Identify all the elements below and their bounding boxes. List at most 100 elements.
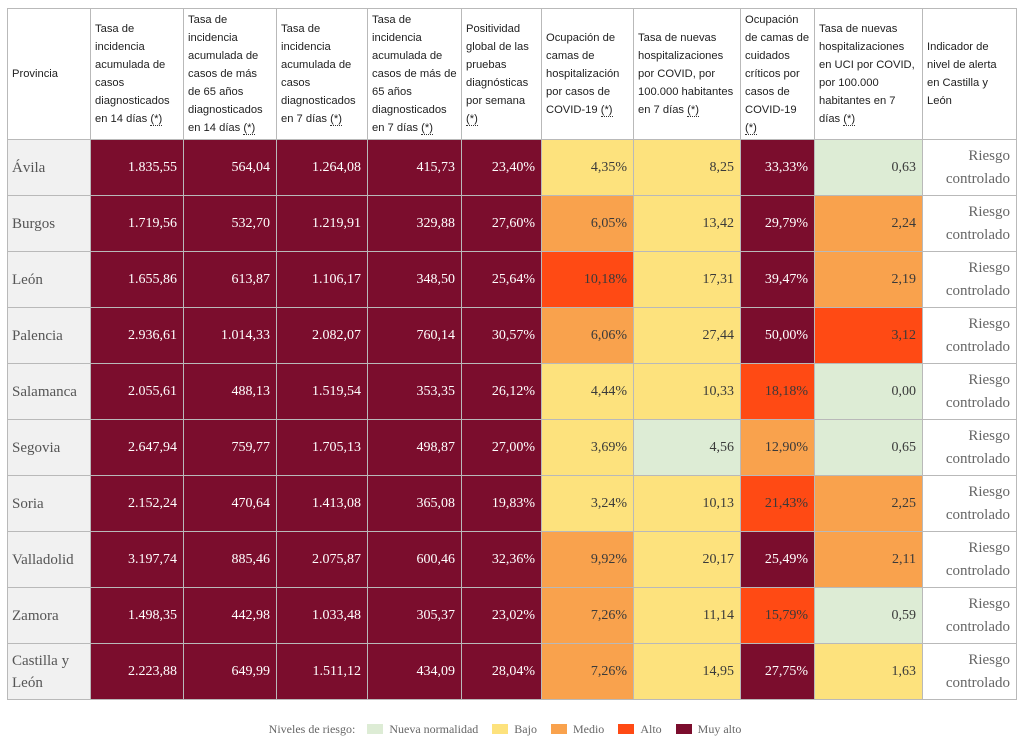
legend-swatch xyxy=(367,724,384,734)
indicator-value-cell: 2.075,87 xyxy=(276,531,368,588)
column-header-label: Tasa de incidencia acumulada de casos de… xyxy=(372,14,457,134)
indicator-value-cell: 13,42 xyxy=(633,195,741,252)
column-header: Tasa de incidencia acumulada de casos di… xyxy=(90,8,184,140)
indicator-value-cell: 9,92% xyxy=(541,531,634,588)
indicator-value-cell: 20,17 xyxy=(633,531,741,588)
indicator-value-cell: 8,25 xyxy=(633,139,741,196)
legend-swatch xyxy=(550,724,567,734)
indicator-value-cell: 2,24 xyxy=(814,195,923,252)
footnote-marker[interactable]: (*) xyxy=(745,122,757,135)
risk-indicators-table: Provincia Tasa de incidencia acumulada de… xyxy=(7,8,1017,700)
indicator-value-cell: 6,06% xyxy=(541,307,634,364)
indicator-value-cell: 1,63 xyxy=(814,643,923,700)
indicator-value-cell: 26,12% xyxy=(461,363,542,420)
indicator-value-cell: 33,33% xyxy=(740,139,815,196)
column-header: Tasa de nuevas hospitalizaciones en UCI … xyxy=(814,8,923,140)
indicator-value-cell: 27,60% xyxy=(461,195,542,252)
indicator-value-cell: 470,64 xyxy=(183,475,277,532)
footnote-marker[interactable]: (*) xyxy=(600,104,613,117)
indicator-value-cell: 415,73 xyxy=(367,139,462,196)
indicator-value-cell: 1.106,17 xyxy=(276,251,368,308)
column-header: Indicador de nivel de alerta en Castilla… xyxy=(922,8,1017,140)
column-header-label: Tasa de incidencia acumulada de casos di… xyxy=(95,23,170,125)
indicator-value-cell: 11,14 xyxy=(633,587,741,644)
indicator-value-cell: 353,35 xyxy=(367,363,462,420)
legend-item: Alto xyxy=(618,722,662,737)
legend-title: Niveles de riesgo: xyxy=(268,721,356,736)
indicator-value-cell: 1.655,86 xyxy=(90,251,184,308)
column-header: Tasa de incidencia acumulada de casos de… xyxy=(183,8,277,140)
province-cell: Salamanca xyxy=(7,363,91,420)
province-cell: Palencia xyxy=(7,307,91,364)
indicator-value-cell: 23,02% xyxy=(461,587,542,644)
province-cell: Segovia xyxy=(7,419,91,476)
indicator-value-cell: 27,44 xyxy=(633,307,741,364)
indicator-value-cell: 613,87 xyxy=(183,251,277,308)
indicator-value-cell: 1.264,08 xyxy=(276,139,368,196)
indicator-value-cell: 1.519,54 xyxy=(276,363,368,420)
indicator-value-cell: 1.835,55 xyxy=(90,139,184,196)
column-header-label: Tasa de nuevas hospitalizaciones por COV… xyxy=(638,32,734,116)
legend-item: Nueva normalidad xyxy=(367,722,478,737)
province-cell: Soria xyxy=(7,475,91,532)
province-cell: Ávila xyxy=(7,139,91,196)
column-header-label: Tasa de incidencia acumulada de casos de… xyxy=(188,14,263,134)
indicator-value-cell: 1.413,08 xyxy=(276,475,368,532)
indicator-value-cell: 498,87 xyxy=(367,419,462,476)
legend-item: Bajo xyxy=(492,722,537,737)
indicator-value-cell: 564,04 xyxy=(183,139,277,196)
footnote-marker[interactable]: (*) xyxy=(330,113,342,126)
indicator-value-cell: 760,14 xyxy=(367,307,462,364)
indicator-value-cell: 10,33 xyxy=(633,363,741,420)
legend-item: Muy alto xyxy=(675,721,742,737)
indicator-value-cell: 25,64% xyxy=(461,251,542,308)
table-header-row: Provincia Tasa de incidencia acumulada de… xyxy=(7,8,1017,140)
indicator-value-cell: 0,59 xyxy=(814,587,923,644)
indicator-value-cell: 442,98 xyxy=(183,587,277,644)
alert-level-cell: Riesgo controlado xyxy=(922,475,1017,532)
table-row: Burgos 1.719,56 532,70 1.219,91 329,88 27,60%… xyxy=(7,195,1017,252)
footnote-marker[interactable]: (*) xyxy=(150,113,163,126)
indicator-value-cell: 7,26% xyxy=(541,587,634,644)
province-cell: Zamora xyxy=(7,587,91,644)
indicator-value-cell: 759,77 xyxy=(183,419,277,476)
indicator-value-cell: 2,25 xyxy=(814,475,923,532)
indicator-value-cell: 2.152,24 xyxy=(90,475,184,532)
column-header-label: Provincia xyxy=(12,68,59,80)
indicator-value-cell: 1.511,12 xyxy=(276,643,368,700)
column-header: Tasa de nuevas hospitalizaciones por COV… xyxy=(633,8,741,140)
province-cell: León xyxy=(7,251,91,308)
footnote-marker[interactable]: (*) xyxy=(466,113,478,126)
footnote-marker[interactable]: (*) xyxy=(687,104,699,117)
alert-level-cell: Riesgo controlado xyxy=(922,643,1017,700)
indicator-value-cell: 532,70 xyxy=(183,195,277,252)
alert-level-cell: Riesgo controlado xyxy=(922,307,1017,364)
indicator-value-cell: 12,90% xyxy=(740,419,815,476)
column-header: Ocupación de camas de cuidados críticos … xyxy=(740,8,815,140)
indicator-value-cell: 3.197,74 xyxy=(90,531,184,588)
footnote-marker[interactable]: (*) xyxy=(243,122,256,135)
legend-label: Muy alto xyxy=(697,721,742,736)
indicator-value-cell: 2.082,07 xyxy=(276,307,368,364)
indicator-value-cell: 1.014,33 xyxy=(183,307,277,364)
indicator-value-cell: 885,46 xyxy=(183,531,277,588)
indicator-value-cell: 434,09 xyxy=(367,643,462,700)
alert-level-cell: Riesgo controlado xyxy=(922,251,1017,308)
indicator-value-cell: 27,00% xyxy=(461,419,542,476)
indicator-value-cell: 2,11 xyxy=(814,531,923,588)
indicator-value-cell: 1.705,13 xyxy=(276,419,368,476)
table-row: León 1.655,86 613,87 1.106,17 348,50 25,64% 10… xyxy=(7,251,1017,308)
indicator-value-cell: 27,75% xyxy=(740,643,815,700)
indicator-value-cell: 28,04% xyxy=(461,643,542,700)
footnote-marker[interactable]: (*) xyxy=(421,122,433,135)
indicator-value-cell: 21,43% xyxy=(740,475,815,532)
legend-item: Medio xyxy=(550,722,604,737)
alert-level-cell: Riesgo controlado xyxy=(922,195,1017,252)
indicator-value-cell: 17,31 xyxy=(633,251,741,308)
indicator-value-cell: 2.647,94 xyxy=(90,419,184,476)
indicator-value-cell: 15,79% xyxy=(740,587,815,644)
column-header-label: Tasa de nuevas hospitalizaciones en UCI … xyxy=(819,23,915,125)
table-row: Salamanca 2.055,61 488,13 1.519,54 353,35 26,… xyxy=(7,363,1017,420)
alert-level-cell: Riesgo controlado xyxy=(922,419,1017,476)
footnote-marker[interactable]: (*) xyxy=(843,113,856,126)
